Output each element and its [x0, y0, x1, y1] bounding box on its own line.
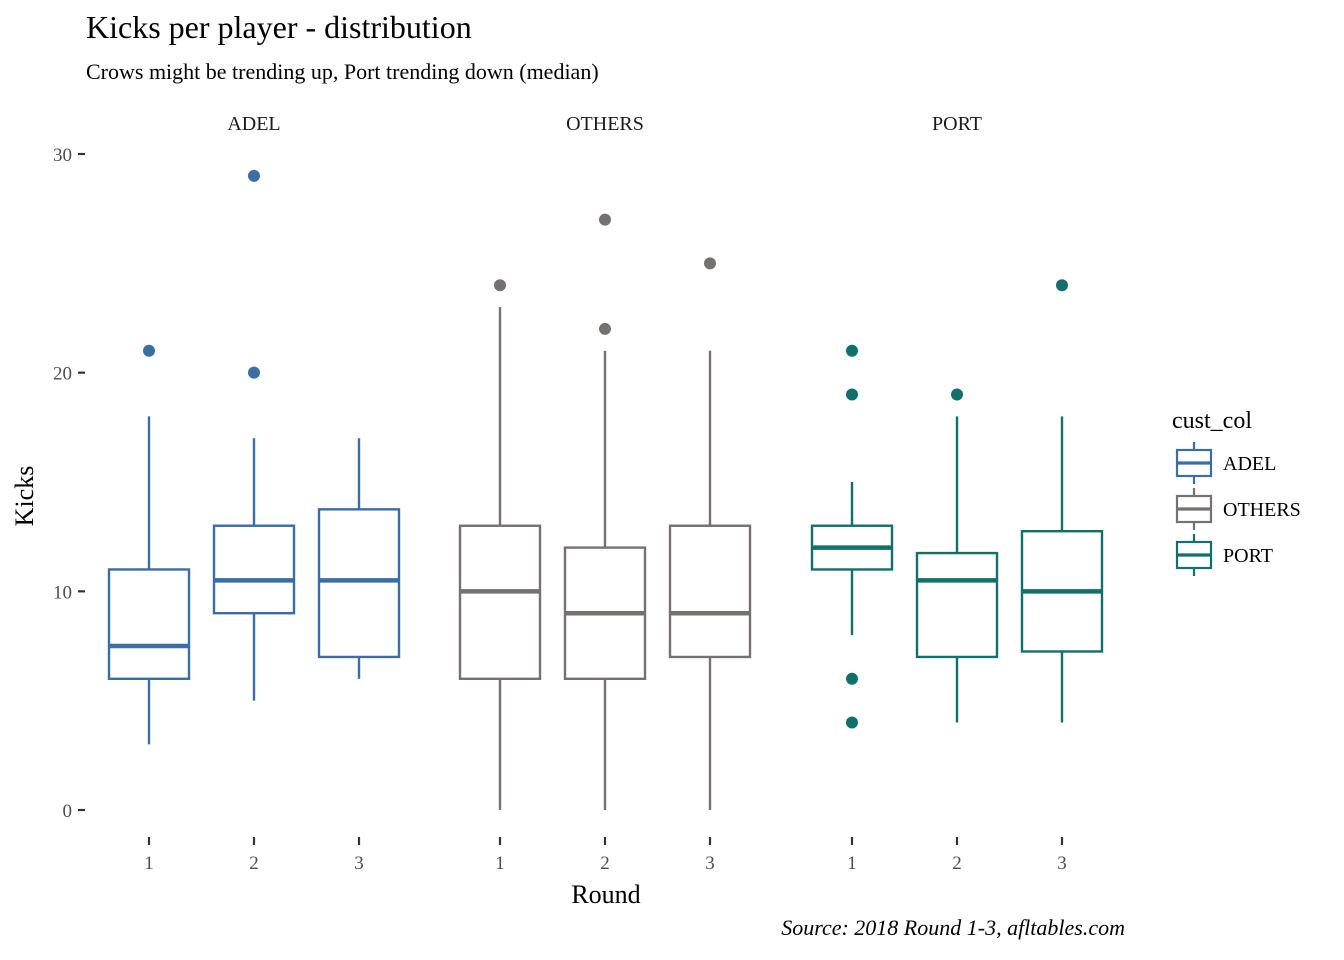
x-axis-tick-label: 1	[495, 853, 505, 874]
facet-strip-label: ADEL	[227, 113, 280, 135]
box-outlier-point	[599, 213, 611, 226]
plot-area: 0 10 20 30 ADEL 1 2 3 OTHERS 1 2 3 PORT 1 2 3	[53, 113, 1104, 874]
x-axis-title: Round	[571, 880, 640, 909]
legend-entry-label: PORT	[1223, 545, 1273, 567]
box-outlier-point	[846, 672, 858, 685]
y-axis-title: Kicks	[10, 466, 39, 527]
box-iqr	[458, 524, 542, 681]
box-iqr	[317, 508, 401, 659]
box-outlier-point	[846, 388, 858, 401]
box-outlier-point	[143, 344, 155, 357]
x-axis-tick-label: 1	[144, 853, 154, 874]
box-outlier-point	[1056, 279, 1068, 292]
box-outlier-point	[846, 716, 858, 729]
y-axis-tick-label: 0	[63, 801, 73, 822]
y-axis-tick-label: 20	[53, 364, 72, 385]
box-outlier-point	[248, 169, 260, 182]
legend-entry-label: ADEL	[1223, 453, 1276, 475]
legend-title: cust_col	[1172, 408, 1252, 434]
box-outlier-point	[248, 366, 260, 379]
box-outlier-point	[494, 279, 506, 292]
box-outlier-point	[951, 388, 963, 401]
x-axis-tick-label: 3	[705, 853, 715, 874]
box-outlier-point	[599, 322, 611, 335]
facet-strip-label: PORT	[932, 113, 982, 135]
y-axis-tick-label: 30	[53, 145, 72, 166]
x-axis-tick-label: 2	[952, 853, 962, 874]
box-outlier-point	[704, 257, 716, 270]
box-iqr	[212, 524, 296, 615]
x-axis-tick-label: 3	[354, 853, 364, 874]
chart-caption: Source: 2018 Round 1-3, afltables.com	[781, 915, 1125, 940]
y-axis-tick-label: 10	[53, 582, 72, 603]
facet-strip-label: OTHERS	[566, 113, 644, 135]
x-axis-tick-label: 2	[249, 853, 259, 874]
chart-subtitle: Crows might be trending up, Port trendin…	[86, 59, 599, 84]
box-iqr	[668, 524, 752, 659]
chart-title: Kicks per player - distribution	[86, 9, 472, 45]
legend: cust_col ADEL OTHERS PORT	[1172, 408, 1301, 576]
box-iqr	[107, 568, 191, 681]
box-outlier-point	[846, 344, 858, 357]
box-iqr	[915, 551, 999, 659]
legend-entry-label: OTHERS	[1223, 499, 1301, 521]
x-axis-tick-label: 3	[1057, 853, 1067, 874]
x-axis-tick-label: 1	[847, 853, 857, 874]
x-axis-tick-label: 2	[600, 853, 610, 874]
